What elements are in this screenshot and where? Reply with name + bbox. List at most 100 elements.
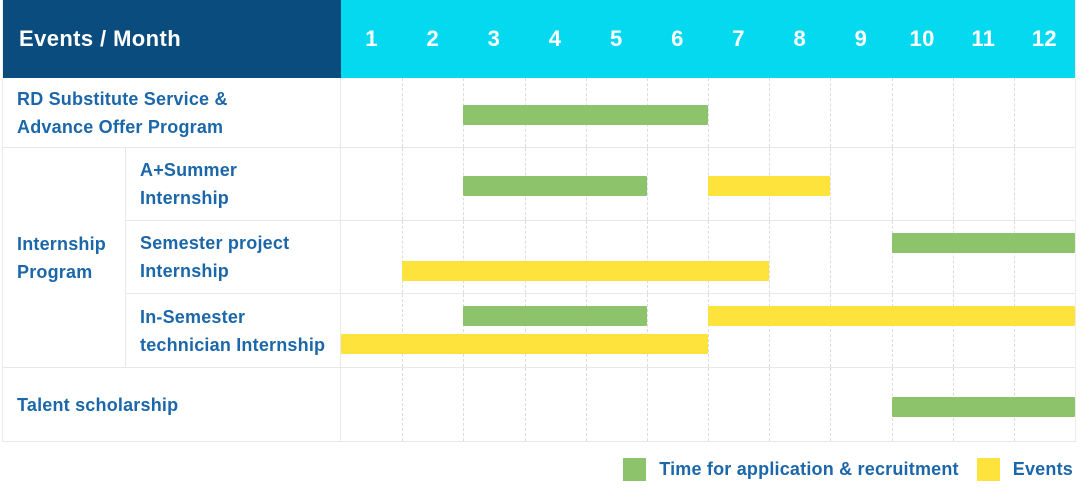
row-label-line: In-Semester: [140, 306, 246, 327]
month-gridline: [402, 148, 404, 220]
row-in-semester-technician-internship: In-Semester technician Internship: [126, 294, 1075, 367]
row-rd-substitute-service: RD Substitute Service & Advance Offer Pr…: [3, 78, 1075, 148]
row-semester-project-internship: Semester project Internship: [126, 221, 1075, 294]
gantt-bar-recruitment: [463, 306, 647, 326]
month-gridline: [1013, 78, 1015, 147]
month-gridline: [402, 368, 404, 441]
month-label: 2: [426, 26, 440, 51]
month-gridline: [524, 368, 526, 441]
legend-label-events: Events: [1012, 459, 1073, 479]
month-gridline: [891, 294, 893, 367]
internship-program-subrows: A+Summer Internship Semester project Int…: [126, 148, 1075, 367]
month-gridline: [463, 368, 465, 441]
month-gridline: [830, 368, 832, 441]
row-label-a-plus-summer-internship: A+Summer Internship: [126, 148, 341, 220]
month-gridline: [952, 78, 954, 147]
month-gridline: [585, 294, 587, 367]
legend-item-events: Events: [976, 458, 1073, 481]
row-label-line: technician Internship: [140, 334, 326, 355]
events-month-table: Events / Month 1 2 3 4 5 6 7 8 9 10 11 1…: [2, 0, 1076, 442]
month-gridline: [769, 294, 771, 367]
month-gridline: [585, 221, 587, 293]
row-label-rd-substitute-service: RD Substitute Service & Advance Offer Pr…: [3, 78, 341, 147]
gantt-track-in-semester-technician-internship: [341, 294, 1075, 367]
row-group-internship-program: Internship Program A+Summer Internship S…: [3, 148, 1075, 368]
month-gridline: [463, 294, 465, 367]
month-label: 4: [548, 26, 562, 51]
month-gridline: [952, 221, 954, 293]
gantt-track-semester-project-internship: [341, 221, 1075, 293]
month-label: 9: [854, 26, 868, 51]
month-label: 6: [671, 26, 684, 51]
month-label: 12: [1031, 26, 1057, 51]
row-label-talent-scholarship: Talent scholarship: [3, 368, 341, 441]
gantt-bar-events: [341, 334, 708, 354]
row-label-line: Advance Offer Program: [17, 116, 224, 137]
legend-item-recruitment: Time for application & recruitment: [623, 458, 959, 481]
legend-swatch-recruitment: [623, 458, 647, 481]
month-gridline: [646, 221, 648, 293]
gantt-bar-events: [402, 261, 770, 281]
gantt-track-rd-substitute-service: [341, 78, 1075, 147]
month-gridline: [708, 78, 709, 147]
row-label-line: Internship: [140, 261, 230, 281]
month-label: 10: [909, 26, 935, 51]
row-label-line: Internship: [140, 188, 230, 208]
month-gridline: [769, 221, 771, 293]
month-gridline: [708, 294, 709, 367]
row-label-line: RD Substitute Service &: [17, 88, 228, 109]
month-gridline: [402, 221, 404, 293]
month-gridline: [952, 294, 954, 367]
month-gridline: [769, 368, 771, 441]
month-gridline: [646, 294, 648, 367]
legend-swatch-events: [976, 458, 1000, 481]
group-label-line: Internship: [17, 233, 107, 254]
month-gridline: [830, 294, 832, 367]
gantt-bar-recruitment: [891, 233, 1075, 253]
header-events-month-label: Events / Month: [3, 0, 341, 78]
month-gridline: [830, 221, 832, 293]
legend-label-recruitment: Time for application & recruitment: [659, 459, 959, 479]
row-label-in-semester-technician-internship: In-Semester technician Internship: [126, 294, 341, 367]
gantt-bar-recruitment: [463, 176, 647, 196]
month-gridline: [769, 78, 771, 147]
gantt-bar-recruitment: [463, 104, 708, 125]
month-header-row: 1 2 3 4 5 6 7 8 9 10 11 12: [341, 0, 1075, 78]
month-gridline: [402, 78, 404, 147]
gantt-track-talent-scholarship: [341, 368, 1075, 441]
row-a-plus-summer-internship: A+Summer Internship: [126, 148, 1075, 221]
row-label-line: Talent scholarship: [17, 394, 179, 415]
chart-legend: Time for application & recruitment Event…: [623, 458, 1073, 481]
month-label: 5: [609, 26, 623, 51]
month-label: 3: [487, 26, 501, 51]
month-gridline: [1013, 148, 1015, 220]
gantt-bar-events: [708, 306, 1075, 326]
month-gridline: [708, 368, 709, 441]
row-label-line: Semester project: [140, 233, 290, 253]
month-gridline: [646, 368, 648, 441]
row-talent-scholarship: Talent scholarship: [3, 368, 1075, 442]
gantt-track-a-plus-summer-internship: [341, 148, 1075, 220]
row-label-line: A+Summer: [140, 160, 238, 180]
month-gridline: [1013, 221, 1015, 293]
table-header-row: Events / Month 1 2 3 4 5 6 7 8 9 10 11 1…: [3, 0, 1075, 78]
month-gridline: [463, 221, 465, 293]
group-label-internship-program: Internship Program: [3, 148, 126, 367]
month-gridline: [891, 78, 893, 147]
month-label: 8: [793, 26, 807, 51]
gantt-bar-recruitment: [891, 396, 1075, 417]
month-gridline: [1013, 294, 1015, 367]
month-gridline: [402, 294, 404, 367]
month-gridline: [524, 221, 526, 293]
month-label: 1: [365, 26, 378, 51]
row-label-semester-project-internship: Semester project Internship: [126, 221, 341, 293]
month-gridline: [830, 148, 832, 220]
group-label-line: Program: [17, 261, 93, 282]
month-gridline: [585, 368, 587, 441]
month-gridline: [891, 221, 893, 293]
month-label: 7: [732, 26, 745, 51]
month-gridline: [952, 148, 954, 220]
month-label: 11: [971, 26, 996, 51]
month-gridline: [524, 294, 526, 367]
